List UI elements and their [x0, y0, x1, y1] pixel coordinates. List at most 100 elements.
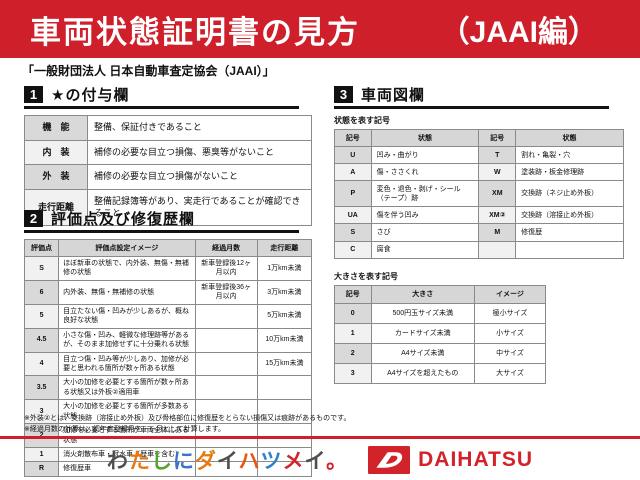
tagline-char: イ [304, 450, 327, 473]
table-cell [194, 303, 258, 329]
column-header: 記号 [478, 129, 517, 147]
tagline-char: ダ [194, 450, 217, 473]
table-cell: 内外装、無傷・無補修の状態 [58, 279, 196, 305]
section-evaluation-history: 2 評価点及び修復歴欄 評価点 評価点設定イメージ 経過月数 走行距離 S ほぼ新車の状態… [23, 209, 316, 477]
row-label-cell: S [23, 256, 60, 281]
table-cell: 大サイズ [473, 362, 547, 385]
table-row: UA 傷を伴う凹み XM② 交換跡（溶接止め外板） [334, 206, 624, 225]
table-cell [194, 351, 258, 377]
table-cell: カードサイズ未満 [370, 322, 475, 344]
table-row: 5 目立たない傷・凹みが少しあるが、概ね良好な状態 5万km未満 [23, 303, 313, 329]
row-label-cell: 4.5 [23, 327, 60, 353]
row-label-cell: W [478, 163, 517, 182]
table-cell [256, 461, 313, 477]
table-row: 3.5 大小の加修を必要とする箇所が数ヶ所ある状態又は外板②適用車 [23, 375, 313, 401]
page-banner: 車両状態証明書の見方 （JAAI編） [0, 0, 640, 58]
footnotes: ※外装②とは、交換跡（溶接止め外板）及び骨格部位に修復歴をとらない損傷又は痕跡が… [24, 414, 350, 436]
table-cell: 小サイズ [473, 322, 547, 344]
table-cell [515, 240, 624, 259]
table-cell [194, 375, 258, 401]
table-cell: 補修の必要な目立つ損傷、悪臭等がないこと [87, 139, 312, 166]
row-label-cell: XM② [478, 206, 517, 225]
table-cell [256, 423, 313, 448]
table-cell: 傷を伴う凹み [370, 206, 480, 225]
table-cell: 小さな傷・凹み、軽微な修理跡等があるが、そのまま加修せずに十分乗れる状態 [58, 327, 196, 353]
table-cell: 修復歴 [515, 223, 624, 242]
row-label-cell: 3 [334, 362, 372, 385]
table-cell: A4サイズ未満 [370, 342, 475, 364]
section-underline [24, 230, 299, 233]
table-cell: 交換跡（溶接止め外板） [515, 206, 624, 225]
row-label-cell: 3 [23, 399, 60, 425]
section-title: ★の付与欄 [51, 86, 130, 104]
table-row: S さび M 修復歴 [334, 223, 624, 242]
size-symbols-label: 大きさを表す記号 [334, 271, 398, 281]
tagline-char: し [150, 450, 173, 473]
table-cell: A4サイズを超えたもの [370, 362, 475, 385]
footnote-line: ※経過月数の計算は、初年度登録月を一ヶ月として計算します。 [24, 425, 225, 433]
row-label-cell: P [334, 180, 372, 208]
table-cell: 大小の加修を必要とする箇所が数ヶ所ある状態又は外板②適用車 [58, 375, 196, 401]
table-cell: 塗装跡・板金修理跡 [515, 163, 624, 182]
table-cell: 傷・ささくれ [370, 163, 480, 182]
daihatsu-logo-icon [368, 446, 411, 474]
row-label-cell: 機 能 [24, 115, 88, 141]
tagline-char: 。 [326, 450, 349, 473]
table-row: 6 内外装、無傷・無補修の状態 新車登録後36ヶ月以内 3万km未満 [23, 279, 313, 305]
row-label-cell: 1 [334, 322, 372, 344]
table-cell: 割れ・亀裂・穴 [515, 145, 624, 165]
page-title-edition: （JAAI編） [439, 16, 598, 49]
column-header: 状態 [515, 129, 624, 147]
column-header: 状態 [370, 129, 480, 147]
section-underline [24, 106, 299, 109]
tagline-char: ハ [238, 450, 261, 473]
table-cell: 15万km未満 [256, 351, 313, 377]
column-header: 評価点 [23, 239, 60, 257]
daihatsu-tagline: わたしにダイハツメイ。 [107, 445, 348, 475]
size-symbols-table: 記号 大きさ イメージ 0 500円玉サイズ未満 極小サイズ 1 カードサイズ未満 小サイズ 2 A… [334, 284, 547, 385]
state-symbols-table: 記号 状態 記号 状態 U 凹み・曲がり T 割れ・亀裂・穴 A 傷・ささくれ W 塗装跡・板金修理跡… [334, 129, 624, 259]
section-title: 車両図欄 [361, 86, 426, 104]
table-cell: 整備、保証付きであること [87, 115, 312, 141]
daihatsu-brand: DAIHATSU [368, 446, 533, 474]
daihatsu-wordmark: DAIHATSU [418, 448, 534, 471]
table-row: 機 能整備、保証付きであること [24, 115, 312, 141]
table-row: R 修復歴車 [23, 461, 313, 477]
column-header: 経過月数 [194, 239, 258, 257]
table-row: C 腐食 [334, 240, 624, 259]
section-vehicle-diagram: 3 車両図欄 状態を表す記号 記号 状態 記号 状態 U 凹み・曲がり T 割れ・亀裂・穴 A 傷… [334, 85, 626, 385]
section-number-badge: 1 [24, 85, 43, 103]
section-star-grant: 1 ★の付与欄 機 能整備、保証付きであること内 装補修の必要な目立つ損傷、悪臭… [24, 85, 316, 227]
table-row: 2 A4サイズ未満 中サイズ [334, 342, 547, 364]
table-row: P 変色・退色・剥げ・シール（テープ）跡 XM 交換跡（ネジ止め外板） [334, 180, 624, 208]
table-row: 内 装補修の必要な目立つ損傷、悪臭等がないこと [24, 139, 312, 166]
table-row: 1 カードサイズ未満 小サイズ [334, 322, 547, 344]
column-header: 記号 [334, 129, 372, 147]
table-cell: 腐食 [370, 240, 480, 259]
table-cell: 中サイズ [473, 342, 547, 364]
table-cell: 1万km未満 [256, 256, 313, 281]
section-number-badge: 2 [24, 209, 43, 227]
table-cell: 補修の必要な目立つ損傷がないこと [87, 164, 312, 191]
table-row: U 凹み・曲がり T 割れ・亀裂・穴 [334, 145, 624, 165]
evaluation-table: 評価点 評価点設定イメージ 経過月数 走行距離 S ほぼ新車の状態で、内外装、無傷・無補修… [23, 239, 313, 477]
state-symbols-label: 状態を表す記号 [334, 116, 390, 125]
table-header-row: 記号 状態 記号 状態 [334, 129, 624, 147]
table-cell: 5万km未満 [256, 303, 313, 329]
table-row: 3 A4サイズを超えたもの 大サイズ [334, 362, 547, 385]
tagline-char: メ [282, 450, 305, 473]
section-number-badge: 3 [334, 85, 353, 103]
row-label-cell: R [23, 461, 60, 477]
table-cell: 新車登録後36ヶ月以内 [194, 279, 258, 305]
row-label-cell: 1 [23, 446, 60, 463]
row-label-cell: 3.5 [23, 375, 60, 401]
row-label-cell: 外 装 [24, 164, 88, 191]
column-header: 走行距離 [256, 239, 313, 257]
table-cell: 500円玉サイズ未満 [370, 302, 475, 324]
row-label-cell: 内 装 [24, 139, 88, 166]
section-header: 1 ★の付与欄 [24, 85, 316, 104]
row-label-cell: C [334, 240, 372, 259]
section-title: 評価点及び修復歴欄 [51, 210, 196, 228]
table-row: 4.5 小さな傷・凹み、軽微な修理跡等があるが、そのまま加修せずに十分乗れる状態 1… [23, 327, 313, 353]
